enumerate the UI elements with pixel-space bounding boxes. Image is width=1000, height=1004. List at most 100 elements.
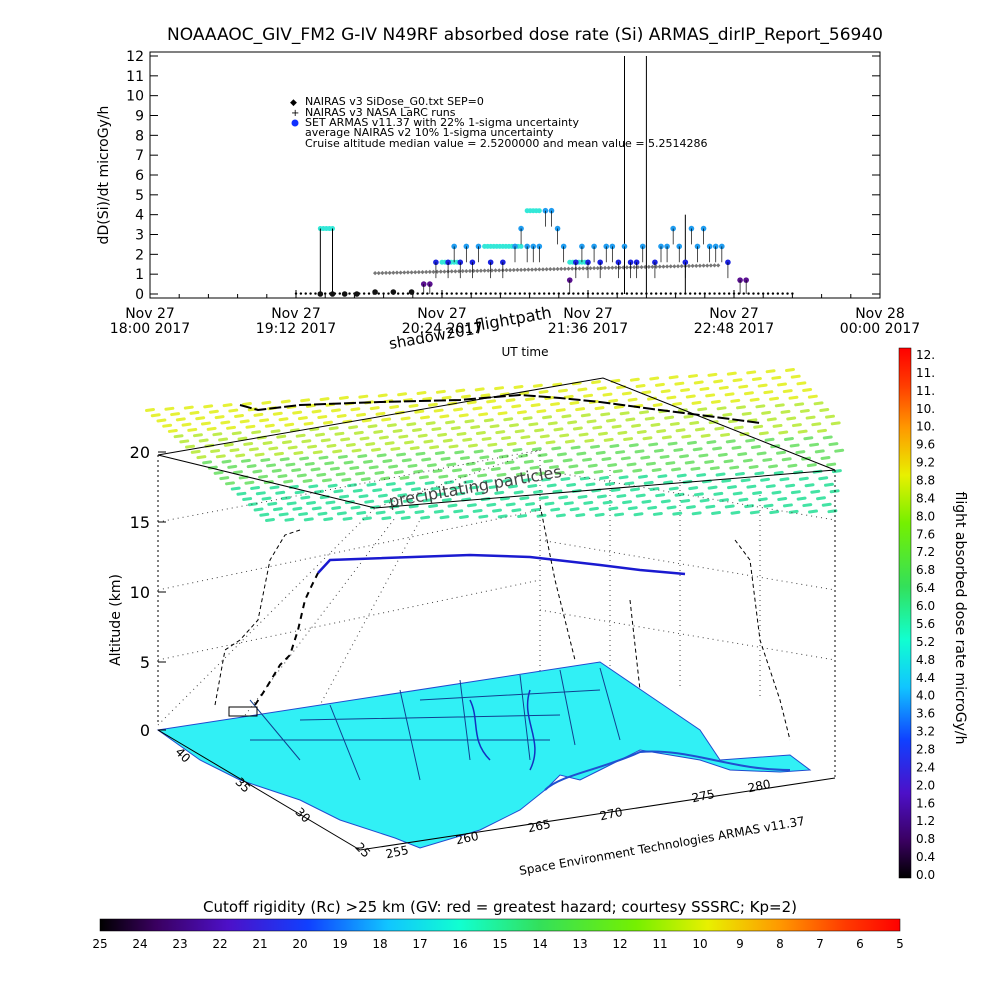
particle-dash bbox=[707, 485, 718, 490]
nairas-v3-point bbox=[708, 263, 714, 268]
right-colorbar-tick-label: 6.8 bbox=[916, 563, 935, 577]
baseline-point bbox=[776, 292, 779, 295]
particle-dash bbox=[474, 387, 485, 392]
nairas-v3-point bbox=[694, 263, 699, 268]
3d-panel: shadow2017 flightpath precipitating part… bbox=[108, 303, 845, 878]
nairas-v3-point bbox=[672, 264, 677, 269]
particle-dash bbox=[267, 501, 278, 506]
particle-dash bbox=[252, 469, 263, 474]
baseline-point bbox=[547, 292, 551, 295]
particle-dash bbox=[649, 376, 660, 381]
particle-dash bbox=[478, 514, 489, 519]
baseline-point bbox=[489, 292, 492, 295]
particle-dash bbox=[265, 518, 275, 522]
right-colorbar-tick-label: 0.0 bbox=[916, 868, 935, 882]
particle-dash bbox=[431, 427, 442, 432]
particle-dash bbox=[348, 425, 359, 430]
altitude-axis-label: Altitude (km) bbox=[108, 574, 124, 666]
particle-dash bbox=[706, 440, 717, 445]
baseline-point bbox=[742, 292, 745, 295]
legend-marker-sidose: ◆ bbox=[290, 98, 297, 108]
particle-dash bbox=[295, 433, 306, 438]
particle-dash bbox=[260, 458, 271, 463]
particle-dash bbox=[471, 467, 482, 472]
particle-dash bbox=[397, 493, 408, 498]
particle-dash bbox=[350, 407, 361, 412]
particle-dash bbox=[276, 434, 287, 439]
particle-dash bbox=[494, 490, 505, 495]
particle-dash bbox=[647, 396, 657, 401]
flight-path bbox=[317, 553, 686, 576]
particle-dash bbox=[543, 459, 554, 464]
baseline-point bbox=[586, 292, 590, 295]
particle-dash bbox=[479, 455, 490, 460]
particle-dash bbox=[493, 448, 504, 453]
particle-dash bbox=[362, 516, 372, 521]
particle-dash bbox=[647, 505, 658, 510]
particle-dash bbox=[823, 482, 834, 487]
particle-dash bbox=[311, 506, 322, 511]
particle-dash bbox=[425, 421, 436, 426]
particle-dash bbox=[665, 461, 676, 466]
baseline-point bbox=[727, 292, 731, 295]
particle-dash bbox=[560, 477, 571, 481]
particle-dash bbox=[302, 478, 313, 483]
bottom-colorbar-tick-label: 23 bbox=[172, 937, 187, 951]
particle-dash bbox=[569, 507, 580, 512]
y-tick-label: 3 bbox=[135, 228, 144, 244]
particle-dash bbox=[398, 434, 409, 439]
particle-dash bbox=[400, 416, 411, 421]
nairas-v3-point bbox=[675, 264, 681, 269]
particle-dash bbox=[590, 444, 600, 449]
particle-dash bbox=[353, 430, 364, 435]
baseline-point bbox=[435, 292, 439, 295]
baseline-point bbox=[654, 292, 658, 295]
particle-dash bbox=[570, 445, 581, 450]
particle-dash bbox=[351, 448, 362, 453]
particle-dash bbox=[409, 446, 420, 451]
particle-dash bbox=[746, 484, 757, 489]
particle-dash bbox=[274, 451, 284, 456]
x-axis-label: UT time bbox=[501, 345, 548, 359]
particle-dash bbox=[550, 402, 560, 407]
particle-dash bbox=[672, 401, 683, 406]
particle-dash bbox=[568, 464, 579, 469]
particle-dash bbox=[579, 476, 590, 481]
particle-dash bbox=[707, 372, 718, 377]
particle-dash bbox=[749, 510, 760, 515]
particle-dash bbox=[164, 406, 175, 411]
particle-dash bbox=[763, 390, 774, 395]
particle-dash bbox=[617, 430, 628, 435]
particle-dash bbox=[782, 503, 793, 508]
particle-dash bbox=[655, 493, 666, 498]
particle-dash bbox=[511, 404, 522, 409]
particle-dash bbox=[275, 490, 286, 495]
particle-dash bbox=[587, 463, 598, 468]
baseline-point bbox=[499, 292, 502, 295]
particle-dash bbox=[756, 451, 767, 456]
particle-dash bbox=[445, 420, 456, 425]
particle-dash bbox=[516, 410, 527, 415]
baseline-point bbox=[338, 292, 341, 295]
right-colorbar-tick-label: 3.2 bbox=[916, 725, 935, 739]
baseline-point bbox=[698, 292, 702, 295]
particle-dash bbox=[527, 484, 538, 489]
particle-dash bbox=[513, 384, 524, 389]
baseline-point bbox=[689, 292, 692, 295]
baseline-point bbox=[504, 292, 507, 295]
nairas-v3-point bbox=[486, 268, 491, 273]
particle-dash bbox=[145, 408, 155, 412]
nairas-v3-point bbox=[716, 263, 721, 268]
baseline-point bbox=[640, 292, 643, 295]
particle-dash bbox=[664, 415, 675, 420]
nairas-v3-point bbox=[529, 267, 535, 272]
particle-dash bbox=[607, 463, 618, 468]
particle-dash bbox=[489, 424, 500, 429]
particle-dash bbox=[596, 386, 607, 391]
particle-dash bbox=[600, 412, 611, 417]
particle-dash bbox=[497, 514, 508, 519]
particle-dash bbox=[715, 472, 726, 477]
bottom-colorbar-tick-label: 8 bbox=[776, 937, 784, 951]
particle-dash bbox=[709, 466, 720, 471]
particle-dash bbox=[660, 499, 671, 504]
